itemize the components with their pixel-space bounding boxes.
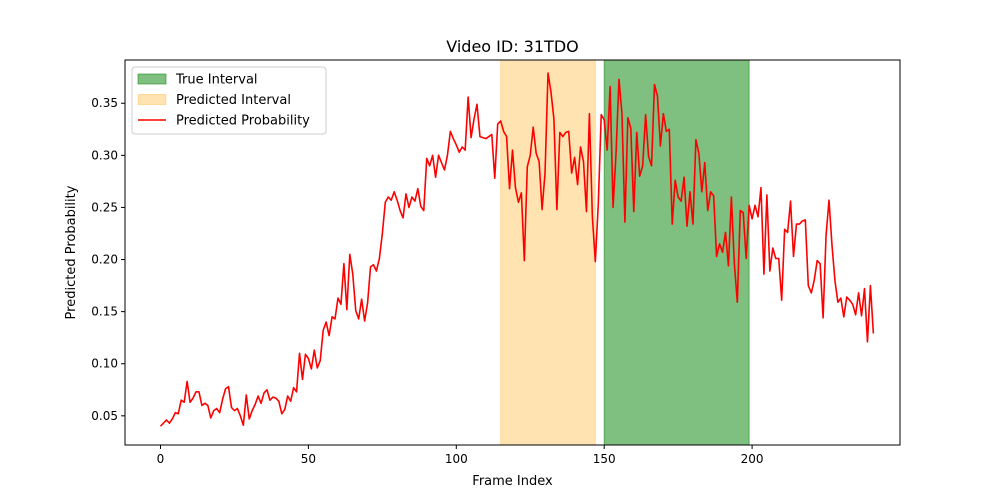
legend-box bbox=[131, 66, 327, 135]
x-tick-label: 200 bbox=[741, 452, 764, 466]
intervals-layer bbox=[500, 59, 750, 446]
interval-span-1 bbox=[500, 59, 596, 446]
y-axis-label: Predicted Probability bbox=[64, 185, 79, 319]
y-tick-label: 0.15 bbox=[91, 305, 118, 319]
y-tick-label: 0.20 bbox=[91, 253, 118, 267]
legend-label: True Interval bbox=[175, 73, 258, 88]
x-tick-label: 100 bbox=[445, 452, 468, 466]
legend-label: Predicted Probability bbox=[176, 114, 310, 129]
legend-swatch bbox=[137, 73, 167, 85]
x-axis-label: Frame Index bbox=[472, 474, 553, 489]
legend: True Interval Predicted Interval Predicted… bbox=[131, 66, 327, 135]
axes-frame bbox=[124, 59, 901, 446]
x-tick-label: 0 bbox=[157, 452, 165, 466]
chart-title: Video ID: 31TDO bbox=[446, 37, 578, 56]
y-tick-label: 0.35 bbox=[91, 96, 118, 110]
line-layer bbox=[159, 72, 875, 427]
y-tick-label: 0.10 bbox=[91, 357, 118, 371]
legend-label: Predicted Interval bbox=[176, 93, 291, 108]
y-axis-ticks: 0.05 0.10 0.15 0.20 0.25 0.30 0.35 bbox=[91, 96, 125, 423]
y-tick-label: 0.25 bbox=[91, 200, 118, 214]
x-axis-ticks: 0 50 100 150 200 bbox=[157, 445, 764, 466]
x-tick-label: 50 bbox=[301, 452, 316, 466]
y-tick-label: 0.30 bbox=[91, 148, 118, 162]
x-tick-label: 150 bbox=[593, 452, 616, 466]
y-tick-label: 0.05 bbox=[91, 409, 118, 423]
series-line-0 bbox=[159, 72, 875, 427]
legend-swatch bbox=[137, 94, 167, 105]
